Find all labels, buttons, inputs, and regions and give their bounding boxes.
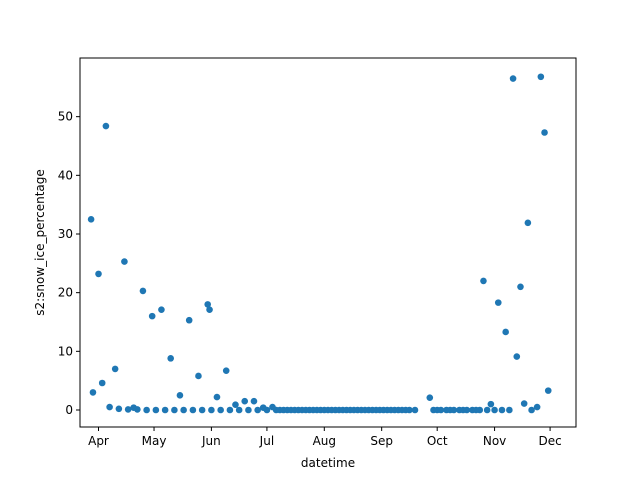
data-point [87, 216, 95, 223]
x-tick-label: Nov [483, 434, 506, 448]
data-point [476, 406, 484, 414]
data-point [176, 392, 184, 399]
data-point [89, 389, 97, 396]
data-point [171, 406, 178, 414]
data-point [180, 406, 187, 414]
data-point [541, 129, 548, 136]
plot-frame [79, 57, 577, 428]
data-point [208, 406, 215, 414]
data-point [520, 400, 528, 407]
y-axis-ticks: 0 10 20 30 40 50 [58, 110, 80, 417]
data-point [513, 353, 521, 360]
data-point [134, 406, 141, 413]
data-point [217, 406, 224, 414]
data-point [245, 406, 252, 414]
data-point [506, 406, 513, 414]
data-point [411, 406, 419, 414]
data-point [450, 406, 458, 414]
x-tick-label: May [142, 434, 167, 448]
y-tick-label: 50 [58, 110, 73, 124]
data-point [254, 406, 261, 414]
data-point [463, 406, 471, 414]
data-point [124, 406, 132, 413]
data-point [161, 406, 169, 414]
x-tick-label: Dec [538, 434, 561, 448]
y-tick-label: 10 [58, 344, 73, 358]
data-point [487, 400, 495, 408]
data-point [250, 397, 258, 405]
data-point [98, 379, 106, 387]
data-point [544, 387, 552, 394]
data-point [167, 355, 174, 362]
data-point [232, 401, 239, 409]
data-point [106, 403, 113, 411]
data-point [185, 316, 193, 324]
data-point [235, 406, 243, 414]
y-tick-label: 30 [58, 227, 73, 241]
x-axis-label: datetime [301, 456, 355, 470]
y-tick-label: 40 [58, 168, 73, 182]
data-point [102, 122, 110, 130]
data-point [198, 406, 206, 414]
data-point [158, 306, 165, 313]
data-point [524, 219, 532, 227]
data-point [437, 406, 445, 414]
data-point [498, 406, 506, 414]
data-point [206, 306, 213, 313]
data-point [426, 394, 434, 401]
x-tick-label: Jul [259, 434, 274, 448]
data-point [143, 406, 150, 414]
x-tick-label: Oct [427, 434, 448, 448]
data-point [406, 406, 413, 414]
x-tick-label: Sep [370, 434, 393, 448]
data-point [483, 406, 491, 414]
data-point [533, 403, 541, 411]
data-point [491, 406, 498, 414]
data-point [528, 406, 535, 414]
data-point [95, 270, 102, 278]
data-point [509, 75, 517, 82]
data-point [111, 365, 119, 373]
data-point [241, 397, 249, 405]
data-point [222, 367, 230, 374]
data-point [152, 406, 160, 414]
data-point [517, 283, 524, 291]
x-tick-label: Apr [88, 434, 109, 448]
y-axis-label: s2:snow_ice_percentage [33, 169, 47, 316]
data-point [204, 301, 211, 308]
data-point [537, 73, 545, 81]
data-point [115, 405, 123, 413]
data-point [226, 406, 234, 414]
data-point [139, 287, 147, 295]
y-tick-label: 20 [58, 286, 73, 300]
data-point [189, 406, 197, 414]
data-point [480, 277, 487, 285]
data-point [494, 299, 502, 306]
x-tick-label: Aug [313, 434, 336, 448]
data-point [121, 258, 128, 265]
data-point [263, 406, 271, 414]
data-point [148, 312, 156, 320]
y-tick-label: 0 [65, 403, 73, 417]
data-point [502, 328, 509, 336]
data-point [213, 393, 221, 401]
data-point [195, 372, 202, 380]
x-tick-label: Jun [201, 434, 221, 448]
x-axis-ticks: Apr May Jun Jul Aug Sep Oct Nov Dec [88, 427, 562, 448]
points-layer [87, 73, 552, 414]
